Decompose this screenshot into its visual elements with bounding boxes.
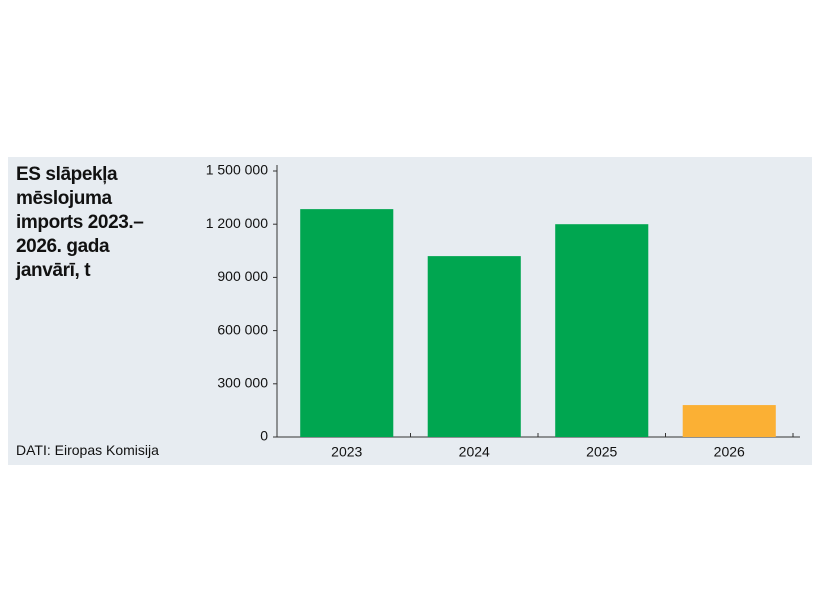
chart-title: ES slāpekļa mēslojuma imports 2023.–2026… xyxy=(16,164,144,281)
y-tick-label: 600 000 xyxy=(217,321,268,337)
bar xyxy=(300,209,394,437)
x-tick-label: 2024 xyxy=(459,444,490,460)
source-note: DATI: Eiropas Komisija xyxy=(16,442,159,458)
x-tick-label: 2026 xyxy=(714,444,745,460)
y-tick-label: 300 000 xyxy=(217,375,268,391)
bar xyxy=(427,256,521,437)
y-tick-label: 1 500 000 xyxy=(206,162,268,178)
chart-panel xyxy=(8,157,812,465)
y-tick-label: 900 000 xyxy=(217,268,268,284)
x-tick-label: 2023 xyxy=(331,444,362,460)
y-tick-label: 0 xyxy=(260,428,268,444)
x-tick-label: 2025 xyxy=(586,444,617,460)
y-tick-label: 1 200 000 xyxy=(206,215,268,231)
bar xyxy=(555,224,649,437)
bar xyxy=(682,405,776,437)
